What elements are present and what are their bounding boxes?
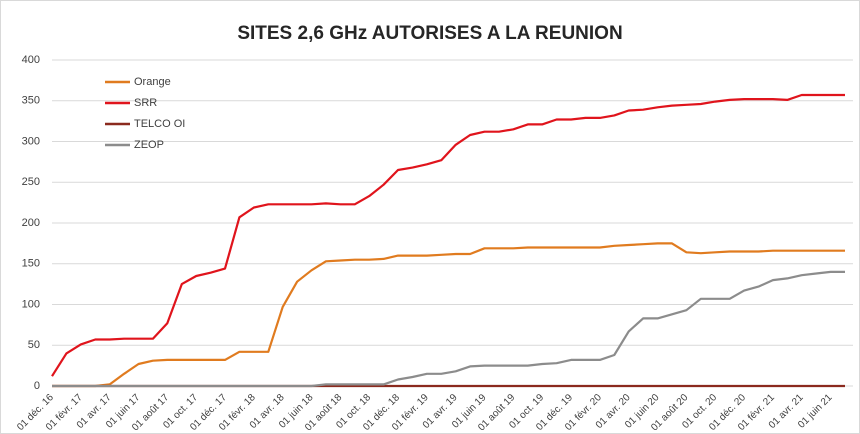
legend-label: SRR — [134, 97, 157, 109]
y-tick-label: 250 — [22, 176, 40, 188]
chart-title: SITES 2,6 GHz AUTORISES A LA REUNION — [237, 23, 622, 44]
y-tick-label: 350 — [22, 95, 40, 107]
y-tick-label: 300 — [22, 135, 40, 147]
legend-label: ZEOP — [134, 139, 164, 151]
y-tick-label: 100 — [22, 298, 40, 310]
series-line — [52, 242, 845, 388]
y-tick-label: 200 — [22, 217, 40, 229]
y-tick-label: 50 — [28, 339, 40, 351]
legend-label: TELCO OI — [134, 118, 185, 130]
series-line — [51, 93, 845, 377]
series-line — [52, 270, 845, 388]
y-tick-label: 0 — [34, 380, 40, 392]
legend-label: Orange — [134, 76, 171, 88]
y-tick-label: 150 — [22, 258, 40, 270]
y-tick-label: 400 — [22, 54, 40, 66]
